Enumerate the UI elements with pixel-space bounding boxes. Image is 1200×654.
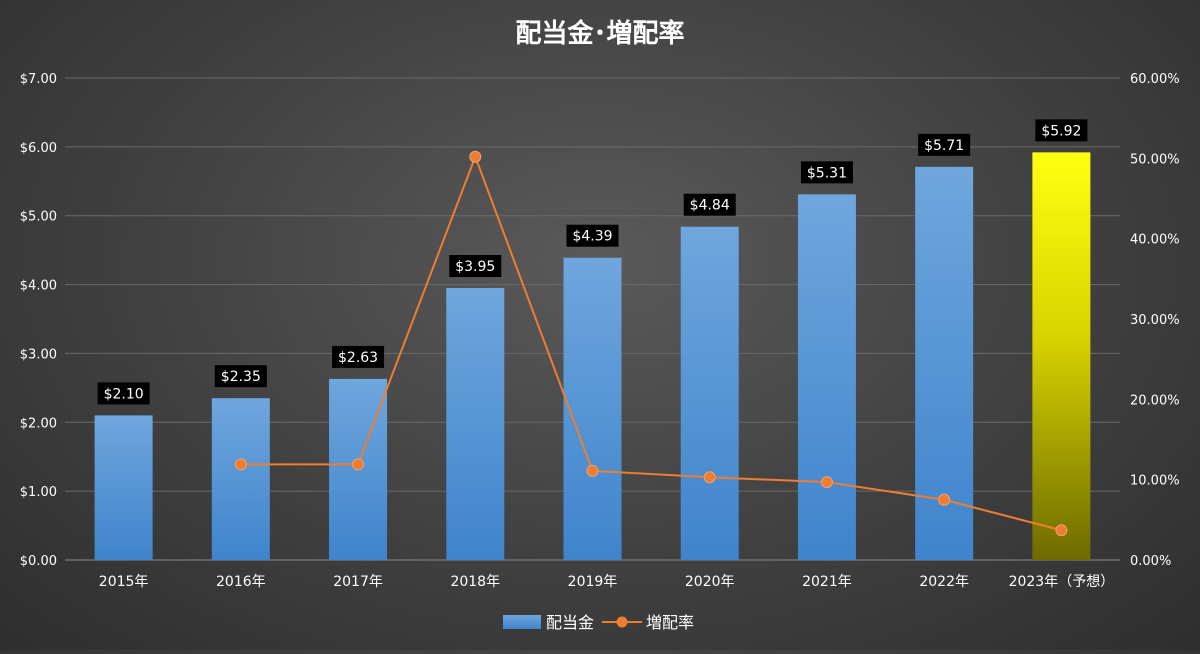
x-tick-label: 2016年 [216, 574, 266, 590]
bar [1032, 152, 1091, 560]
left-tick-label: $4.00 [20, 279, 57, 294]
line-point [469, 150, 482, 163]
left-tick-label: $6.00 [20, 141, 57, 156]
left-tick-label: $5.00 [20, 210, 57, 225]
data-label-box [214, 365, 267, 388]
left-tick-label: $2.00 [20, 416, 57, 431]
line-series [234, 150, 1068, 537]
data-label-box [1035, 119, 1088, 142]
data-label-box [449, 255, 502, 278]
x-tick-label: 2017年 [333, 574, 383, 590]
left-axis: $0.00 $1.00 $2.00 $3.00 $4.00 $5.00 $6.00 $7.00 [20, 72, 57, 569]
line-point [234, 458, 247, 471]
bar [211, 398, 270, 560]
legend-bar-label: 配当金 [546, 613, 594, 632]
data-labels: $2.10 $2.35 $2.63 $3.95 $4.39 $4.84 $5.31 $5.71… [97, 119, 1088, 405]
legend-bar-swatch [503, 615, 541, 629]
line-point [1055, 524, 1068, 537]
bar-series [94, 152, 1091, 560]
left-tick-label: $3.00 [20, 347, 57, 362]
x-tick-label: 2018年 [450, 574, 500, 590]
data-label: $5.71 [924, 138, 964, 154]
x-tick-label: 2023年（予想） [1009, 574, 1115, 590]
x-tick-label: 2020年 [685, 574, 735, 590]
data-label-box [918, 133, 971, 156]
data-label: $2.63 [338, 350, 378, 366]
legend-line-marker [616, 616, 628, 628]
data-label: $4.39 [572, 229, 612, 245]
line-point [586, 464, 599, 477]
x-tick-label: 2022年 [919, 574, 969, 590]
bar [563, 257, 622, 560]
growth-rate-line [240, 153, 1062, 532]
right-tick-label: 20.00% [1130, 393, 1180, 408]
data-label: $2.10 [104, 386, 144, 402]
bar [680, 226, 739, 560]
data-label-box [566, 224, 619, 247]
data-label-box [800, 161, 853, 184]
left-tick-label: $7.00 [20, 72, 57, 87]
legend: 配当金 増配率 [503, 613, 694, 632]
bar [94, 415, 153, 560]
right-tick-label: 0.00% [1130, 554, 1171, 569]
chart-title: 配当金･増配率 [515, 18, 684, 49]
x-tick-label: 2019年 [568, 574, 618, 590]
right-tick-label: 50.00% [1130, 152, 1180, 167]
right-tick-label: 10.00% [1130, 474, 1180, 489]
data-label-box [332, 345, 385, 368]
right-tick-label: 40.00% [1130, 233, 1180, 248]
bar [797, 194, 856, 560]
bar [446, 288, 505, 560]
x-tick-label: 2015年 [99, 574, 149, 590]
line-point [703, 471, 716, 484]
left-tick-label: $0.00 [20, 554, 57, 569]
x-tick-label: 2021年 [802, 574, 852, 590]
right-axis: 0.00% 10.00% 20.00% 30.00% 40.00% 50.00% 60.00… [1130, 72, 1180, 569]
data-label-box [97, 382, 150, 405]
data-label: $5.92 [1041, 123, 1081, 139]
data-label: $3.95 [455, 259, 495, 275]
line-point [820, 476, 833, 489]
data-label: $5.31 [807, 165, 847, 181]
left-tick-label: $1.00 [20, 485, 57, 500]
legend-line-label: 増配率 [646, 613, 694, 632]
line-point [352, 458, 365, 471]
right-tick-label: 60.00% [1130, 72, 1180, 87]
right-tick-label: 30.00% [1130, 313, 1180, 328]
data-label: $2.35 [221, 369, 261, 385]
line-point [938, 493, 951, 506]
data-label: $4.84 [690, 198, 730, 214]
x-axis: 2015年 2016年 2017年 2018年 2019年 2020年 2021年 2022年… [99, 574, 1114, 590]
data-label-box [683, 193, 736, 216]
